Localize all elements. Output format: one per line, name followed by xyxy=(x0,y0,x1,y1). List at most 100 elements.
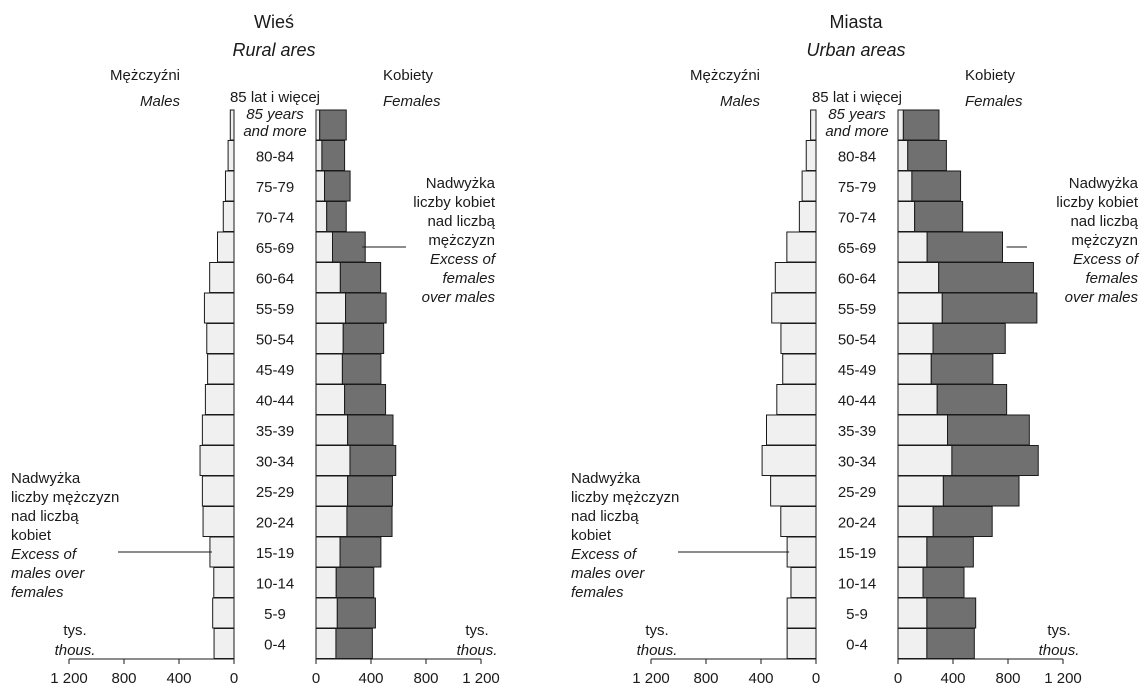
female-bar xyxy=(315,567,337,598)
age-label-en: and more xyxy=(243,123,306,140)
female-excess-bar xyxy=(332,231,366,263)
age-label: 25-29 xyxy=(838,484,876,501)
female-excess-bar xyxy=(339,262,382,293)
age-label: 80-84 xyxy=(838,149,876,166)
age-label: 30-34 xyxy=(838,454,876,471)
unit-label: tys. xyxy=(63,622,86,639)
annotation-excess-males: kobiet xyxy=(11,527,52,544)
age-label: 65-69 xyxy=(256,240,294,257)
female-excess-bar xyxy=(932,323,1006,354)
male-bar xyxy=(202,506,235,537)
male-bar xyxy=(774,262,817,293)
x-tick-label: 400 xyxy=(748,670,773,684)
annotation-excess-females-en: over males xyxy=(422,289,496,306)
annotation-excess-females-en: Excess of xyxy=(1073,251,1140,268)
female-bar xyxy=(315,140,323,171)
annotation-excess-females: mężczyzn xyxy=(428,232,495,249)
age-label: 20-24 xyxy=(838,515,876,532)
male-bar xyxy=(780,506,817,537)
female-bar xyxy=(315,323,344,354)
female-excess-bar xyxy=(326,201,347,232)
annotation-excess-females: nad liczbą xyxy=(1070,213,1138,230)
female-excess-bar xyxy=(947,414,1030,446)
female-excess-bar xyxy=(349,445,397,476)
female-excess-bar xyxy=(926,231,1004,263)
male-bar xyxy=(780,323,817,354)
female-excess-bar xyxy=(941,292,1038,324)
x-tick-label: 400 xyxy=(940,670,965,684)
panel-title-en: Urban areas xyxy=(806,40,905,60)
female-excess-bar xyxy=(907,140,947,171)
unit-label-en: thous. xyxy=(457,642,498,659)
males-label-en: Males xyxy=(720,93,761,110)
male-bar xyxy=(770,475,817,507)
female-bar xyxy=(897,262,940,293)
annotation-excess-males-en: females xyxy=(571,584,624,601)
male-bar xyxy=(207,353,235,385)
female-excess-bar xyxy=(346,506,393,537)
female-excess-bar xyxy=(319,109,347,141)
females-label-en: Females xyxy=(965,93,1023,110)
panel-rural: Wieś Rural ares Mężczyźni Males Kobiety Femal… xyxy=(11,12,500,684)
male-bar xyxy=(213,567,235,598)
annotation-excess-females-en: Excess of xyxy=(430,251,497,268)
age-label: 55-59 xyxy=(256,301,294,318)
annotation-excess-females: liczby kobiet xyxy=(1056,194,1139,211)
age-label: 10-14 xyxy=(838,576,876,593)
unit-label-en: thous. xyxy=(55,642,96,659)
x-tick-label: 800 xyxy=(413,670,438,684)
female-bar xyxy=(897,109,904,141)
male-bar xyxy=(213,628,235,659)
male-bar xyxy=(206,323,235,354)
female-excess-bar xyxy=(336,597,376,629)
annotation-excess-females: liczby kobiet xyxy=(413,194,496,211)
female-excess-bar xyxy=(911,170,962,202)
age-label: 10-14 xyxy=(256,576,294,593)
female-bar xyxy=(315,384,346,415)
female-excess-bar xyxy=(347,475,393,507)
male-bar xyxy=(798,201,817,232)
female-excess-bar xyxy=(938,262,1034,293)
female-excess-bar xyxy=(951,445,1039,476)
panel-urban: Miasta Urban areas Mężczyźni Males Kobiety Fe… xyxy=(571,12,1140,684)
age-label: 40-44 xyxy=(256,393,294,410)
x-tick-label: 0 xyxy=(230,670,238,684)
female-excess-bar xyxy=(347,414,394,446)
annotation-excess-males-en: Excess of xyxy=(571,546,638,563)
female-bar xyxy=(897,628,928,659)
age-label: 85 lat i więcej xyxy=(812,89,902,106)
female-bar xyxy=(315,597,338,629)
male-bar xyxy=(810,109,817,141)
age-label: 5-9 xyxy=(846,606,868,623)
male-bar xyxy=(204,384,235,415)
female-excess-bar xyxy=(932,506,993,537)
age-label: 60-64 xyxy=(256,271,294,288)
females-label: Kobiety xyxy=(383,67,434,84)
female-bar xyxy=(897,414,948,446)
male-bar xyxy=(801,170,817,202)
annotation-excess-males: kobiet xyxy=(571,527,612,544)
age-label: 85 lat i więcej xyxy=(230,89,320,106)
female-bar xyxy=(315,201,328,232)
annotation-excess-males-en: males over xyxy=(571,565,645,582)
male-bar xyxy=(786,231,817,263)
age-label: 70-74 xyxy=(256,210,294,227)
female-excess-bar xyxy=(926,628,975,659)
x-tick-label: 400 xyxy=(166,670,191,684)
female-bar xyxy=(315,262,341,293)
panel-title-en: Rural ares xyxy=(232,40,315,60)
age-label: 65-69 xyxy=(838,240,876,257)
x-tick-label: 800 xyxy=(693,670,718,684)
male-bar xyxy=(782,353,817,385)
age-label: 20-24 xyxy=(256,515,294,532)
female-excess-bar xyxy=(335,567,375,598)
age-label: 50-54 xyxy=(256,332,294,349)
males-label-en: Males xyxy=(140,93,181,110)
female-bar xyxy=(897,170,913,202)
female-bar xyxy=(315,414,349,446)
annotation-excess-females: nad liczbą xyxy=(427,213,495,230)
x-tick-label: 400 xyxy=(358,670,383,684)
annotation-excess-females-en: females xyxy=(442,270,495,287)
female-excess-bar xyxy=(926,536,974,568)
